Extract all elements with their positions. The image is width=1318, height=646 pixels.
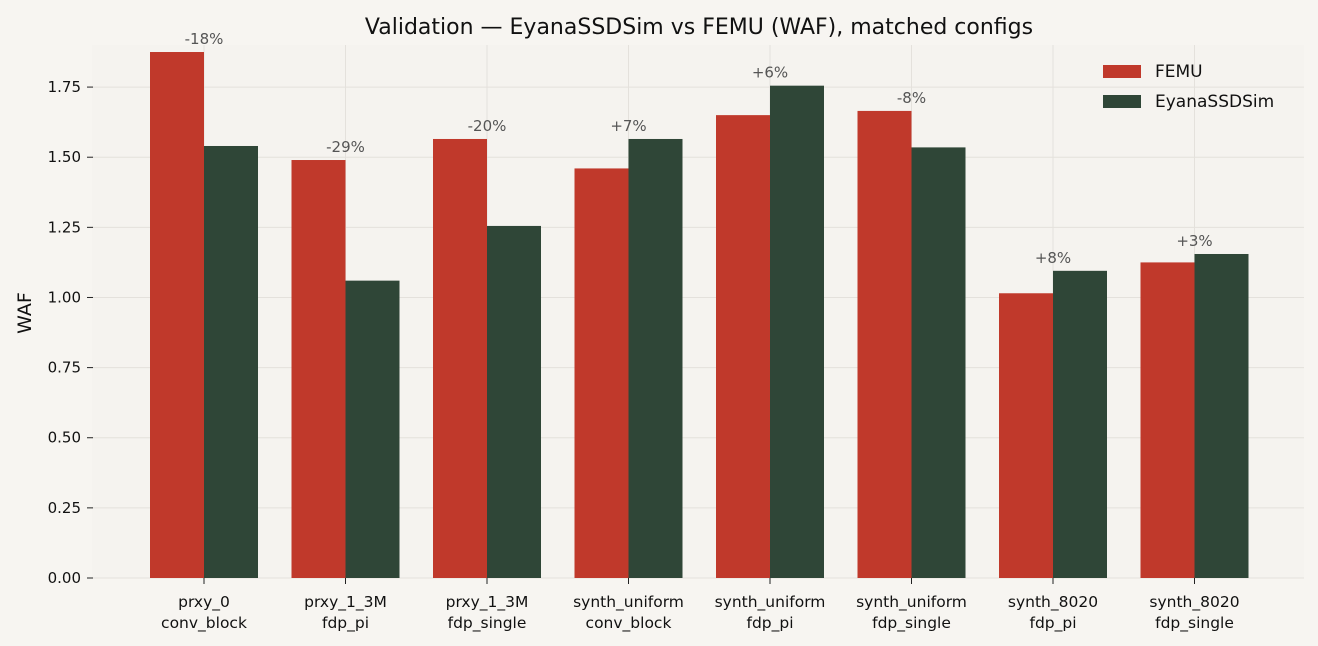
y-axis-label: WAF (14, 292, 36, 334)
bar-eyanassdsim-8 (1194, 253, 1249, 578)
bar-femu-5 (716, 115, 770, 578)
bar-femu-2 (291, 160, 346, 578)
x-tick-label: fdp_pi (322, 614, 369, 633)
x-tick-label: prxy_1_3M (304, 593, 387, 612)
bar-femu-6 (857, 110, 912, 579)
bar-femu-1 (150, 52, 204, 578)
bar-femu-8 (1140, 262, 1195, 578)
data-label-diff: +7% (610, 117, 646, 135)
y-tick-label: 1.50 (48, 148, 81, 166)
bar-femu-7 (999, 293, 1053, 578)
y-tick-label: 0.75 (48, 359, 81, 377)
bar-eyanassdsim-4 (628, 138, 683, 578)
x-tick-label: fdp_single (872, 614, 951, 633)
data-label-diff: +6% (752, 64, 788, 82)
x-tick-label: fdp_pi (1029, 614, 1076, 633)
bar-eyanassdsim-7 (1053, 270, 1107, 578)
x-tick-label: fdp_single (1155, 614, 1234, 633)
bar-femu-4 (574, 168, 629, 578)
data-label-diff: +8% (1035, 249, 1071, 267)
x-tick-label: synth_8020 (1008, 593, 1098, 612)
x-axis: prxy_0 conv_block prxy_1_3M fdp_pi prxy_1_3M… (161, 578, 1240, 633)
bar-eyanassdsim-1 (204, 145, 258, 578)
y-tick-label: 1.00 (48, 288, 81, 306)
y-axis: 0.00 0.25 0.50 0.75 1.00 1.25 1.50 1.75 (48, 78, 93, 587)
chart-title: Validation — EyanaSSDSim vs FEMU (WAF), … (365, 15, 1033, 40)
data-label-diff: +3% (1176, 232, 1212, 250)
y-tick-label: 1.75 (48, 78, 81, 96)
bar-eyanassdsim-2 (345, 280, 400, 578)
legend-label-femu: FEMU (1155, 62, 1203, 82)
y-tick-label: 0.25 (48, 499, 81, 517)
legend: FEMU EyanaSSDSim (1103, 62, 1274, 112)
data-label-diff: -29% (326, 138, 365, 156)
x-tick-label: fdp_pi (746, 614, 793, 633)
bar-eyanassdsim-3 (487, 225, 541, 579)
bars (150, 52, 1249, 579)
x-tick-label: conv_block (586, 614, 672, 633)
data-label-diff: -20% (468, 117, 507, 135)
bar-eyanassdsim-6 (911, 147, 966, 579)
bar-femu-3 (433, 138, 487, 578)
x-tick-label: synth_uniform (573, 593, 684, 612)
data-label-diff: -18% (185, 30, 224, 48)
x-tick-label: synth_uniform (715, 593, 826, 612)
y-tick-label: 0.50 (48, 429, 81, 447)
y-tick-label: 1.25 (48, 218, 81, 236)
annotations: -18% -29% -20% +7% +6% -8% +8% +3% (185, 30, 1213, 267)
x-tick-label: synth_uniform (856, 593, 967, 612)
x-tick-label: prxy_1_3M (446, 593, 529, 612)
y-tick-label: 0.00 (48, 569, 81, 587)
legend-swatch-femu (1103, 65, 1141, 78)
plot-background (92, 45, 1304, 578)
legend-swatch-eyanassdsim (1103, 95, 1141, 108)
x-tick-label: synth_8020 (1149, 593, 1239, 612)
x-tick-label: prxy_0 (178, 593, 230, 612)
x-tick-label: fdp_single (448, 614, 527, 633)
x-tick-label: conv_block (161, 614, 247, 633)
legend-label-eyanassdsim: EyanaSSDSim (1155, 92, 1274, 112)
data-label-diff: -8% (897, 89, 926, 107)
bar-eyanassdsim-5 (770, 85, 824, 578)
